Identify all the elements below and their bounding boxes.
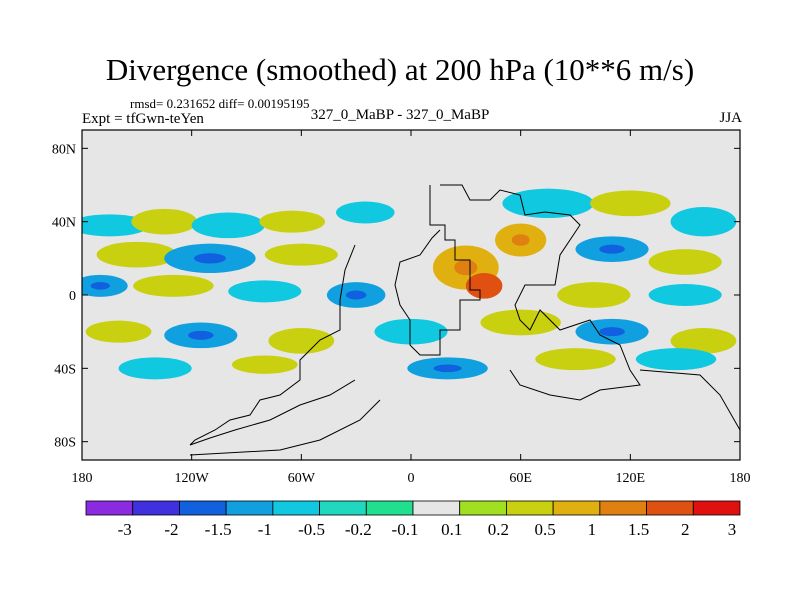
field-core-27 [599, 327, 625, 337]
x-tick-label-2: 60W [288, 471, 316, 486]
field-blob-3 [259, 210, 326, 233]
field-core-9 [193, 253, 226, 264]
colorbar-swatch-7 [412, 500, 461, 516]
field-blob-22 [85, 320, 152, 343]
field-layer [82, 188, 737, 380]
colorbar-swatch-3 [225, 500, 274, 516]
colorbar-label-9: 0.5 [535, 520, 556, 539]
colorbar-swatch-13 [692, 500, 741, 516]
land-outline-layer [189, 184, 740, 456]
field-core-16 [90, 281, 110, 290]
colorbar-label-6: -0.1 [392, 520, 419, 539]
x-tick-label-3: 0 [408, 471, 415, 486]
field-core-19 [345, 290, 367, 300]
field-blob-10 [264, 243, 338, 266]
field-blob-5 [502, 188, 594, 218]
x-tick-label-5: 120E [616, 471, 646, 486]
colorbar-label-10: 1 [588, 520, 597, 539]
x-tick-label-4: 60E [509, 471, 532, 486]
colorbar-swatch-1 [132, 500, 180, 516]
colorbar-label-5: -0.2 [345, 520, 372, 539]
colorbar-swatch-4 [272, 500, 320, 516]
y-tick-label-2: 0 [69, 289, 76, 304]
field-blob-4 [336, 201, 395, 224]
colorbar-label-13: 3 [728, 520, 737, 539]
experiment-label: Expt = tfGwn-teYen [82, 111, 204, 127]
field-blob-29 [118, 357, 192, 380]
stats-text: rmsd= 0.231652 diff= 0.00195195 [130, 96, 310, 111]
colorbar-label-12: 2 [681, 520, 690, 539]
x-tick-label-1: 120W [175, 471, 210, 486]
colorbar-swatch-10 [552, 500, 601, 516]
field-core-31 [433, 364, 462, 373]
colorbar-label-4: -0.5 [298, 520, 325, 539]
field-core-13 [454, 259, 478, 276]
colorbar-label-11: 1.5 [628, 520, 649, 539]
field-blob-12 [648, 249, 722, 275]
colorbar-label-0: -3 [118, 520, 132, 539]
colorbar-swatch-5 [319, 500, 367, 516]
field-blob-7 [670, 207, 737, 237]
field-blob-20 [557, 282, 631, 308]
field-blob-32 [535, 348, 616, 371]
field-blob-25 [374, 318, 448, 345]
colorbar-swatch-11 [599, 500, 647, 516]
field-core-11 [599, 244, 625, 254]
eurasia-outline [440, 184, 641, 401]
field-blob-28 [670, 328, 737, 354]
y-tick-label-0: 80N [52, 142, 76, 157]
chart-title: Divergence (smoothed) at 200 hPa (10**6 … [105, 52, 695, 87]
field-blob-33 [635, 348, 717, 371]
colorbar-swatch-9 [506, 500, 554, 516]
case-label: 327_0_MaBP - 327_0_MaBP [310, 107, 490, 123]
y-tick-label-1: 40N [52, 216, 76, 231]
colorbar-label-8: 0.2 [488, 520, 509, 539]
y-tick-label-4: 80S [54, 436, 76, 451]
africa-outline [394, 185, 481, 356]
colorbar-label-2: -1.5 [205, 520, 232, 539]
field-core-15 [511, 234, 530, 246]
colorbar-label-3: -1 [258, 520, 272, 539]
field-blob-2 [191, 212, 265, 239]
field-blob-18 [228, 280, 302, 303]
x-tick-label-0: 180 [72, 471, 93, 486]
colorbar-swatch-8 [459, 500, 507, 516]
field-core-23 [188, 330, 214, 340]
y-tick-label-3: 40S [54, 362, 76, 377]
field-blob-8 [96, 241, 178, 268]
field-blob-21 [648, 284, 722, 306]
colorbar-label-7: 0.1 [441, 520, 462, 539]
colorbar-label-1: -2 [164, 520, 178, 539]
field-blob-1 [131, 208, 198, 235]
x-tick-label-6: 180 [730, 471, 751, 486]
colorbar-swatch-2 [179, 500, 227, 516]
colorbar-swatch-6 [365, 500, 414, 516]
field-blob-26 [480, 309, 561, 336]
season-label: JJA [719, 110, 742, 126]
field-blob-30 [231, 355, 298, 374]
field-blob-6 [590, 190, 671, 217]
colorbar-swatch-0 [85, 500, 134, 516]
y-axis: 80N 40N 0 40S 80S [52, 142, 740, 451]
field-blob-17 [133, 274, 214, 297]
americas-outline [189, 244, 356, 446]
colorbar-swatch-12 [646, 500, 694, 516]
colorbar: -3 -2 -1.5 -1 -0.5 -0.2 -0.1 0.1 0.2 0.5 1 1.5 2 3 [85, 500, 741, 539]
antarctic-outline [189, 369, 740, 456]
field-blob-24 [268, 328, 335, 354]
x-axis: 180 120W 60W 0 60E 120E 180 [72, 130, 751, 486]
field-blob-14 [465, 273, 503, 299]
